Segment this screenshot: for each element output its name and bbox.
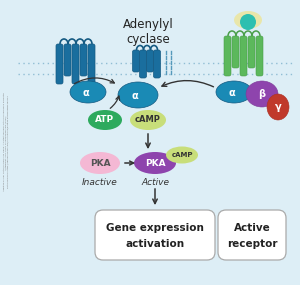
Text: PKA: PKA xyxy=(145,158,165,168)
Circle shape xyxy=(240,14,256,30)
FancyBboxPatch shape xyxy=(80,44,87,76)
FancyBboxPatch shape xyxy=(146,50,154,72)
Text: Adenylyl
cyclase: Adenylyl cyclase xyxy=(123,18,173,46)
Text: Gene expression: Gene expression xyxy=(106,223,204,233)
Text: α: α xyxy=(82,88,89,98)
FancyBboxPatch shape xyxy=(56,44,63,84)
Text: PKA: PKA xyxy=(90,158,110,168)
Text: activation: activation xyxy=(125,239,184,249)
Text: α: α xyxy=(132,91,138,101)
Text: cAMP: cAMP xyxy=(171,152,193,158)
FancyBboxPatch shape xyxy=(154,50,160,78)
FancyBboxPatch shape xyxy=(224,36,231,76)
Text: Active: Active xyxy=(141,178,169,187)
FancyBboxPatch shape xyxy=(64,44,71,76)
Text: α: α xyxy=(229,88,236,98)
Ellipse shape xyxy=(267,94,289,120)
FancyBboxPatch shape xyxy=(240,36,247,76)
Ellipse shape xyxy=(216,81,252,103)
Text: Adapted by Jim Hutchins from Yan Liang, 'A Potent Melanocortin MC3 and MC4 Recep: Adapted by Jim Hutchins from Yan Liang, … xyxy=(3,93,9,192)
Ellipse shape xyxy=(88,110,122,130)
FancyBboxPatch shape xyxy=(256,36,263,76)
Text: β: β xyxy=(258,89,266,99)
Ellipse shape xyxy=(166,146,198,164)
Ellipse shape xyxy=(130,110,166,130)
FancyBboxPatch shape xyxy=(72,44,79,84)
FancyBboxPatch shape xyxy=(133,50,140,72)
FancyBboxPatch shape xyxy=(88,44,95,84)
FancyBboxPatch shape xyxy=(232,36,239,68)
FancyBboxPatch shape xyxy=(248,36,255,68)
FancyBboxPatch shape xyxy=(140,50,146,78)
FancyBboxPatch shape xyxy=(95,210,215,260)
Text: γ: γ xyxy=(274,102,281,112)
FancyBboxPatch shape xyxy=(218,210,286,260)
Text: receptor: receptor xyxy=(227,239,277,249)
Text: cAMP: cAMP xyxy=(135,115,161,125)
Text: ATP: ATP xyxy=(95,115,115,125)
Ellipse shape xyxy=(246,81,278,107)
Ellipse shape xyxy=(134,152,176,174)
Ellipse shape xyxy=(234,11,262,29)
Ellipse shape xyxy=(118,82,158,108)
Ellipse shape xyxy=(80,152,120,174)
Text: Inactive: Inactive xyxy=(82,178,118,187)
Ellipse shape xyxy=(70,81,106,103)
Text: Active: Active xyxy=(234,223,270,233)
